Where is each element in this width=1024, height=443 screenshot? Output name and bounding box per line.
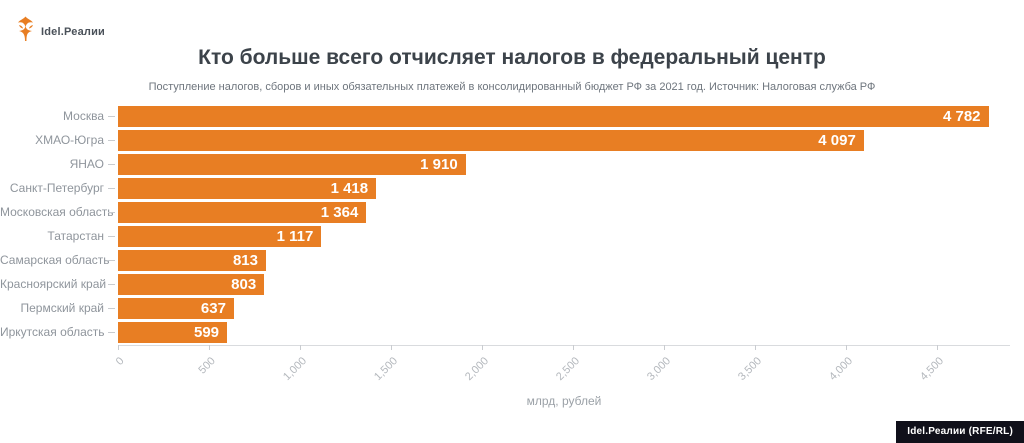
x-axis-tick-mark [482,345,484,350]
label-tick-dash [108,211,115,213]
x-axis-tick-mark [846,345,848,350]
label-tick-dash [108,187,115,189]
label-tick-dash [108,139,115,141]
x-axis-tick-label: 3,000 [644,355,673,383]
label-tick-dash [108,283,115,285]
category-label: Красноярский край [0,277,107,291]
bar-row: Москва 4 782 [0,104,1024,128]
label-tick-dash [108,115,115,117]
x-axis-tick-label: 500 [196,355,218,377]
x-axis-line [118,345,1010,346]
bar-row: Пермский край 637 [0,296,1024,320]
bar-value-label: 4 097 [818,131,856,149]
bar: 599 [118,321,228,343]
category-label: Татарстан [47,229,104,243]
category-label: Санкт-Петербург [9,181,104,195]
x-axis-unit-label: млрд, рублей [526,394,602,408]
credit-badge: Idel.Реалии (RFE/RL) [896,421,1024,443]
bar-row: Красноярский край 803 [0,272,1024,296]
bar-value-label: 4 782 [942,107,981,125]
bar-value-label: 599 [194,323,220,341]
category-label: Иркутская область [0,325,105,339]
label-tick-dash [108,259,115,261]
bar-value-label: 1 117 [276,227,314,245]
bar-value-label: 1 910 [420,155,458,173]
bar-value-label: 813 [232,251,258,269]
label-tick-dash [108,163,115,165]
bar-row: Санкт-Петербург 1 418 [0,176,1024,200]
bar-row: Московская область 1 364 [0,200,1024,224]
firebird-logo-icon [16,16,36,47]
x-axis-tick-mark [300,345,302,350]
bar: 4 782 [118,105,989,127]
bar: 813 [118,249,266,271]
category-label: Московская область [0,205,114,219]
bar: 637 [118,297,234,319]
label-tick-dash [108,307,115,309]
category-label: ЯНАО [69,157,104,171]
bar: 1 117 [118,225,322,247]
bar-row: ХМАО-Югра 4 097 [0,128,1024,152]
bar: 803 [118,273,265,295]
bar: 1 418 [118,177,377,199]
x-axis-tick-label: 1,000 [280,355,309,383]
bar-value-label: 803 [231,275,257,293]
x-axis-tick-label: 2,000 [462,355,491,383]
bar: 1 910 [118,153,466,175]
brand-logo-text: Idel.Реалии [41,25,106,38]
x-axis-tick-label: 2,500 [553,355,582,383]
bar-rows: Москва 4 782 ХМАО-Югра 4 097 ЯНАО 1 910 Санкт-… [0,104,1024,344]
category-label: ХМАО-Югра [35,133,104,147]
chart-subtitle: Поступление налогов, сборов и иных обяза… [148,81,876,93]
category-label: Самарская область [0,253,110,267]
chart-title: Кто больше всего отчисляет налогов в фед… [198,46,826,69]
bar-row: Иркутская область 599 [0,320,1024,344]
x-axis-tick-mark [573,345,575,350]
x-axis-tick-label: 3,500 [735,355,764,383]
bar-value-label: 1 364 [320,203,359,221]
x-axis-tick-mark [755,345,757,350]
x-axis-tick-label: 0 [113,355,127,368]
bar-row: ЯНАО 1 910 [0,152,1024,176]
category-label: Москва [63,109,104,123]
x-axis-tick-mark [209,345,211,350]
x-axis-tick-label: 4,500 [917,355,946,383]
x-axis-tick-mark [118,345,119,350]
brand-logo: Idel.Реалии [16,16,105,47]
x-axis-tick-label: 4,000 [826,355,855,383]
label-tick-dash [108,331,115,333]
label-tick-dash [108,235,115,237]
bar: 4 097 [118,129,864,151]
x-axis-tick-mark [664,345,666,350]
x-axis-tick-label: 1,500 [371,355,400,383]
x-axis-tick-mark [937,345,939,350]
bar-row: Самарская область 813 [0,248,1024,272]
bar-value-label: 1 418 [330,179,369,197]
bar-row: Татарстан 1 117 [0,224,1024,248]
bar-value-label: 637 [200,299,226,317]
bar: 1 364 [118,201,367,223]
x-axis-tick-mark [391,345,393,350]
category-label: Пермский край [20,301,104,315]
